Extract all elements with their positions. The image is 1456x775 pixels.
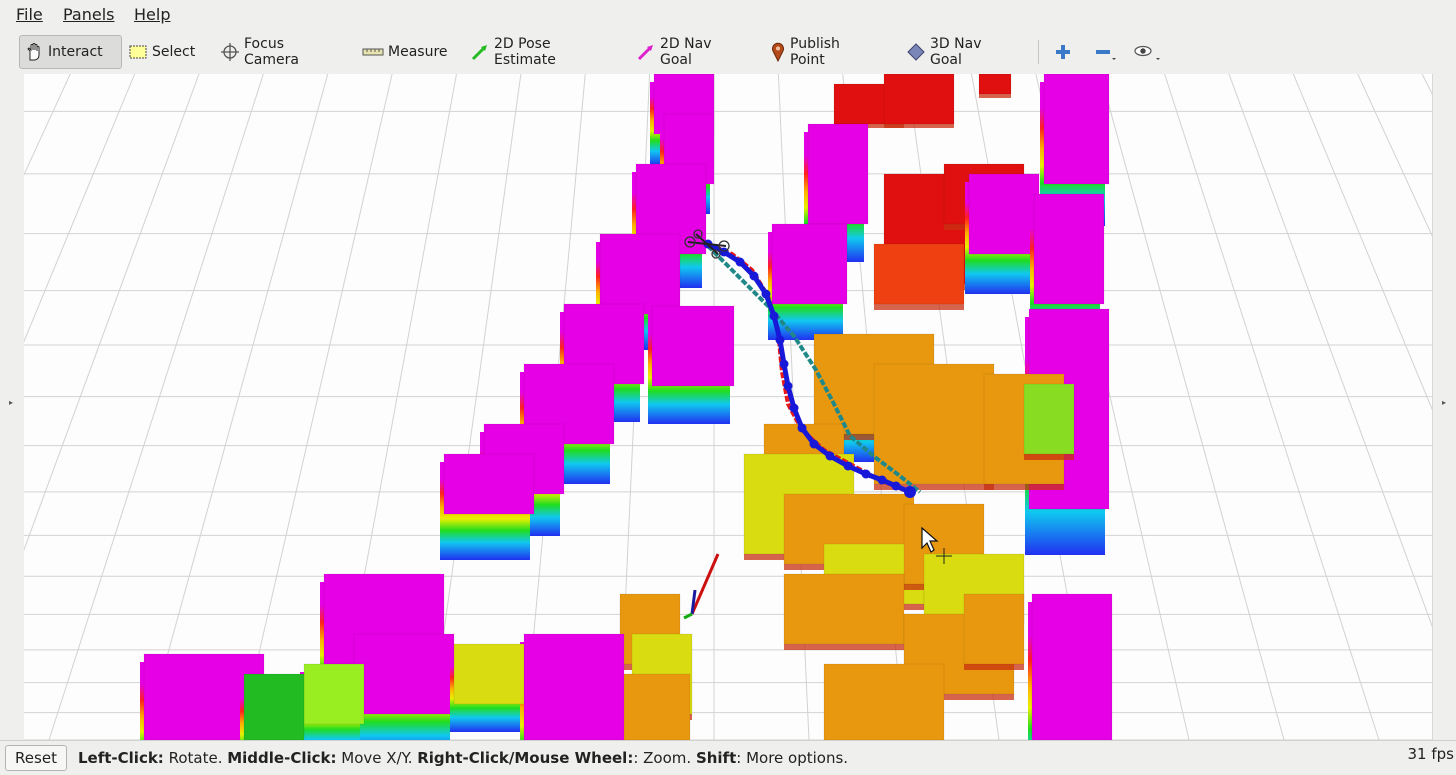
tool-measure-label: Measure — [388, 44, 448, 60]
green-arrow-icon — [471, 45, 487, 61]
path-blue — [703, 239, 916, 498]
toolbar-separator — [1038, 40, 1039, 64]
tool-3d-nav-goal-label: 3D Nav Goal — [930, 36, 982, 68]
tool-publish-point-button[interactable]: Publish Point — [766, 35, 882, 69]
menu-help[interactable]: Help — [134, 5, 171, 24]
statusbar: Reset Left-Click: Rotate. Middle-Click: … — [0, 740, 1456, 775]
toolbar: Interact Select Focus Camera Measure — [0, 30, 1456, 75]
3d-scene[interactable] — [24, 74, 1432, 740]
tool-focus-camera-button[interactable]: Focus Camera — [216, 35, 344, 69]
right-panel-handle[interactable]: ▸ — [1432, 74, 1456, 740]
tool-2d-nav-goal-button[interactable]: 2D Nav Goal — [632, 35, 744, 69]
tool-2d-nav-goal-label: 2D Nav Goal — [660, 36, 712, 68]
mouse-cursor-icon — [921, 526, 952, 564]
select-box-icon — [129, 45, 147, 59]
status-hint: Left-Click: Rotate. Middle-Click: Move X… — [78, 749, 849, 767]
tool-measure-button[interactable]: Measure — [358, 35, 448, 69]
tool-publish-point-label: Publish Point — [790, 36, 840, 68]
tool-2d-pose-estimate-button[interactable]: 2D Pose Estimate — [466, 35, 612, 69]
menu-panels[interactable]: Panels — [63, 5, 115, 24]
tool-3d-nav-goal-button[interactable]: 3D Nav Goal — [902, 35, 1014, 69]
diamond-icon — [907, 43, 925, 61]
tool-interact-button[interactable]: Interact — [19, 35, 122, 69]
ruler-icon — [362, 48, 384, 56]
tool-interact-label: Interact — [48, 44, 103, 60]
tool-select-button[interactable]: Select — [124, 35, 204, 69]
view-options-button[interactable] — [1128, 35, 1162, 69]
path-teal — [706, 244, 922, 494]
focus-crosshair-icon — [221, 43, 239, 61]
menu-file[interactable]: File — [16, 5, 43, 24]
remove-tool-button[interactable] — [1090, 35, 1120, 69]
drone-marker — [684, 229, 730, 259]
tool-focus-camera-label: Focus Camera — [244, 36, 299, 68]
minus-icon — [1096, 50, 1116, 60]
magenta-arrow-icon — [637, 45, 653, 61]
occupancy-voxels — [140, 74, 1113, 740]
menubar: File Panels Help — [0, 0, 1456, 30]
eye-icon — [1134, 45, 1160, 60]
tool-2d-pose-estimate-label: 2D Pose Estimate — [494, 36, 556, 68]
axes-marker — [683, 553, 720, 620]
add-tool-button[interactable] — [1050, 35, 1076, 69]
map-pin-icon — [772, 42, 784, 62]
hand-icon — [27, 43, 40, 61]
plus-icon — [1056, 45, 1070, 59]
3d-viewport[interactable] — [24, 74, 1432, 740]
reset-button[interactable]: Reset — [5, 745, 67, 771]
left-panel-handle[interactable]: ▸ — [0, 74, 25, 740]
fps-counter: 31 fps — [1407, 745, 1454, 763]
tool-select-label: Select — [152, 44, 196, 60]
